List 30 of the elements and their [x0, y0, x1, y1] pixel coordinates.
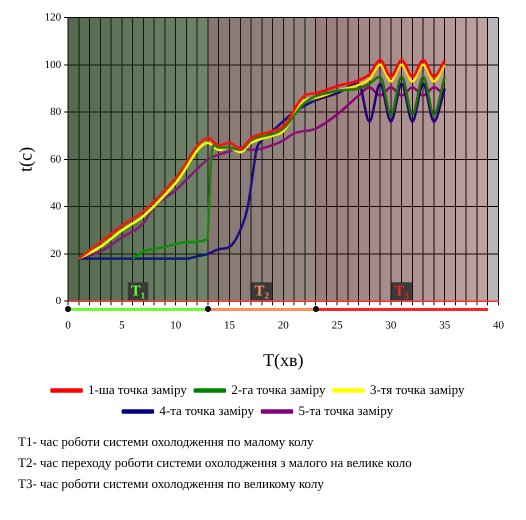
x-tick-label: 25	[332, 320, 344, 332]
x-tick-label: 5	[119, 320, 126, 332]
x-axis-title: T(хв)	[263, 350, 304, 370]
x-tick-label: 35	[439, 320, 451, 332]
band-label: T₃	[394, 284, 410, 300]
legend-label: 4-та точка заміру	[159, 402, 254, 418]
x-tick-label: 20	[278, 320, 290, 332]
text: T2- час переходу роботи системи охолодження з малого на велике коло	[18, 455, 413, 471]
y-tick-label: 40	[50, 200, 62, 213]
legend-label: 2-га точка заміру	[231, 382, 326, 397]
y-tick-label: 0	[56, 295, 62, 308]
legend-label: 5-та точка заміру	[298, 402, 394, 418]
x-tick-label: 15	[224, 320, 236, 332]
x-tick-label: 10	[170, 320, 182, 332]
legend-label: 1-ша точка заміру	[88, 382, 188, 397]
band-label: T₂	[254, 284, 270, 300]
y-tick-label: 120	[44, 11, 62, 24]
y-tick-label: 80	[50, 106, 62, 118]
line-series	[131, 75, 446, 260]
text: T1- час роботи системи охолодження по малому колу	[18, 434, 314, 450]
y-tick-label: 60	[50, 153, 62, 166]
x-tick-label: 0	[65, 320, 72, 332]
text: T3- час роботи системи охолодження по великому колу	[18, 476, 325, 492]
band-label: T₁	[130, 284, 146, 300]
x-tick-label: 30	[385, 320, 397, 332]
y-tick-label: 100	[44, 58, 62, 71]
y-axis-title: t(c)	[16, 146, 36, 172]
legend-label: 3-тя точка заміру	[370, 382, 465, 397]
y-tick-label: 20	[50, 248, 62, 260]
x-tick-label: 40	[493, 320, 504, 332]
